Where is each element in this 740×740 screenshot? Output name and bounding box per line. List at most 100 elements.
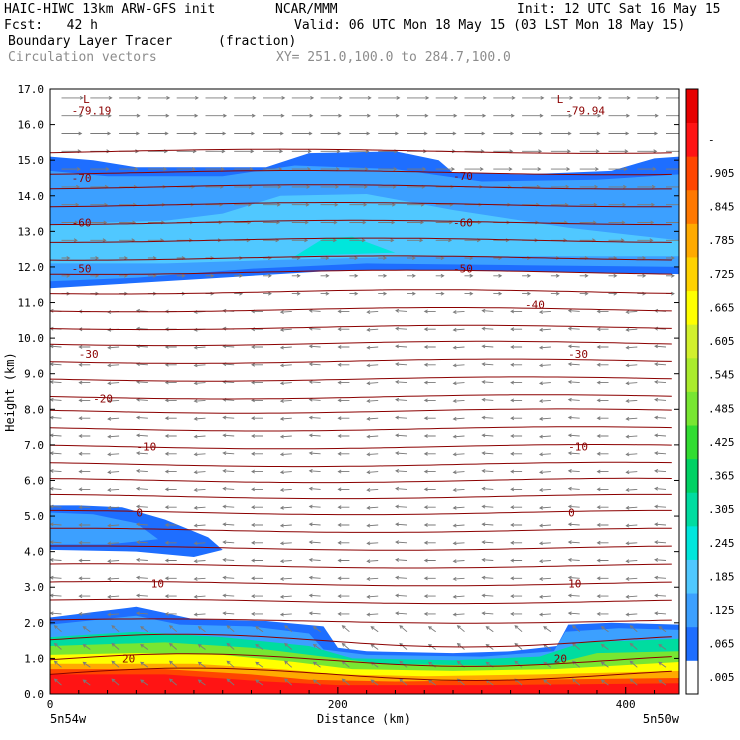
colorbar-swatch (686, 458, 698, 493)
vector-arrow (452, 327, 465, 332)
vector-arrow (452, 505, 465, 510)
vector-arrow (567, 557, 580, 562)
vector-arrow (337, 309, 350, 314)
x-tick-label: 200 (328, 698, 348, 711)
isotherm (50, 237, 672, 243)
vector-arrow (366, 416, 379, 421)
vector-arrow (234, 167, 254, 171)
y-tick-label: 17.0 (18, 83, 45, 96)
vector-arrow (625, 612, 638, 617)
vector-arrow (320, 238, 337, 243)
vector-arrow (50, 611, 62, 616)
vector-arrow (107, 488, 120, 492)
vector-arrow (147, 131, 169, 136)
vector-arrow (567, 540, 580, 545)
vector-arrow (263, 149, 284, 154)
vector-arrow (234, 113, 256, 118)
vector-arrow (567, 326, 580, 331)
vector-arrow (608, 184, 628, 189)
vector-arrow (193, 363, 206, 368)
vector-arrow (308, 504, 321, 509)
vector-arrow (378, 131, 399, 136)
vector-arrow (50, 380, 62, 384)
vector-arrow (82, 661, 91, 668)
vector-arrow (407, 96, 430, 100)
vector-arrow (168, 660, 177, 668)
vector-arrow (423, 416, 436, 421)
vector-arrow (222, 593, 235, 598)
vector-arrow (538, 363, 551, 368)
colorbar-label: .125 (708, 604, 735, 617)
vector-arrow (263, 202, 281, 207)
vector-arrow (407, 256, 416, 260)
colorbar-label: .365 (708, 470, 735, 483)
vector-arrow (435, 291, 445, 296)
vector-arrow (608, 202, 627, 207)
vector-arrow (637, 256, 647, 260)
colorbar-swatch (686, 626, 698, 661)
vector-arrow (435, 256, 445, 260)
vector-arrow (452, 399, 465, 403)
vector-arrow (378, 256, 388, 260)
vector-arrow (654, 468, 667, 473)
vector-arrow (625, 399, 638, 403)
vector-arrow (349, 291, 359, 296)
vector-arrow (90, 113, 112, 118)
vector-arrow (522, 131, 543, 136)
valid-time: Valid: 06 UTC Mon 18 May 15 (03 LST Mon … (294, 18, 686, 33)
vector-arrow (550, 167, 571, 171)
vector-arrow (341, 678, 350, 686)
vector-arrow (164, 451, 177, 456)
y-axis: 0.0 1.0 2.0 3.0 4.0 5.0 6.0 7.0 8.0 9.0 10.0 11.0 12… (18, 83, 679, 701)
vector-arrow (135, 522, 148, 527)
vector-arrow (251, 523, 263, 527)
vector-arrow (279, 327, 292, 332)
vector-arrow (349, 273, 359, 278)
vector-arrow (625, 523, 638, 528)
contour-label: -79.19 (72, 104, 112, 117)
vector-arrow (147, 113, 170, 118)
vector-arrow (197, 643, 206, 650)
vector-arrow (423, 505, 436, 510)
vector-arrow (485, 626, 494, 633)
vector-arrow (193, 381, 206, 386)
vector-arrow (320, 256, 330, 260)
isotherm (50, 148, 672, 154)
colorbar-label: .785 (708, 234, 735, 247)
vector-arrow (596, 362, 609, 367)
vector-arrow (666, 150, 679, 152)
vector-arrow (164, 540, 177, 545)
isotherm (50, 563, 672, 569)
upper-band-inner (50, 194, 679, 264)
vector-arrow (395, 451, 408, 456)
contour-label: 20 (122, 652, 135, 665)
cross-section-coords: XY= 251.0,100.0 to 284.7,100.0 (276, 50, 511, 65)
vector-arrow (625, 345, 638, 350)
vector-arrow (579, 291, 589, 296)
vector-arrow (366, 488, 379, 492)
vector-arrow (312, 661, 321, 668)
y-tick-label: 13.0 (18, 225, 45, 238)
vector-arrow (337, 487, 350, 492)
vector-arrow (251, 345, 263, 349)
vector-arrow (140, 626, 149, 633)
isotherm (50, 667, 672, 682)
vector-arrow (107, 612, 120, 617)
vector-arrow (279, 523, 292, 528)
contour-label: -40 (525, 298, 545, 311)
vector-arrow (50, 415, 62, 420)
vector-arrow (654, 540, 667, 545)
vector-arrow (119, 96, 142, 100)
isotherm (50, 461, 672, 468)
vector-arrow (78, 612, 91, 616)
isotherm (50, 527, 672, 533)
vector-arrow (78, 434, 91, 438)
vector-arrow (366, 594, 379, 599)
vector-arrow (625, 310, 638, 315)
colorbar-swatch (686, 660, 698, 695)
vector-arrow (337, 362, 350, 367)
colorbar-swatch (686, 525, 698, 560)
vector-arrow (366, 363, 379, 368)
vector-arrow (538, 559, 551, 564)
vector-arrow (279, 488, 292, 492)
